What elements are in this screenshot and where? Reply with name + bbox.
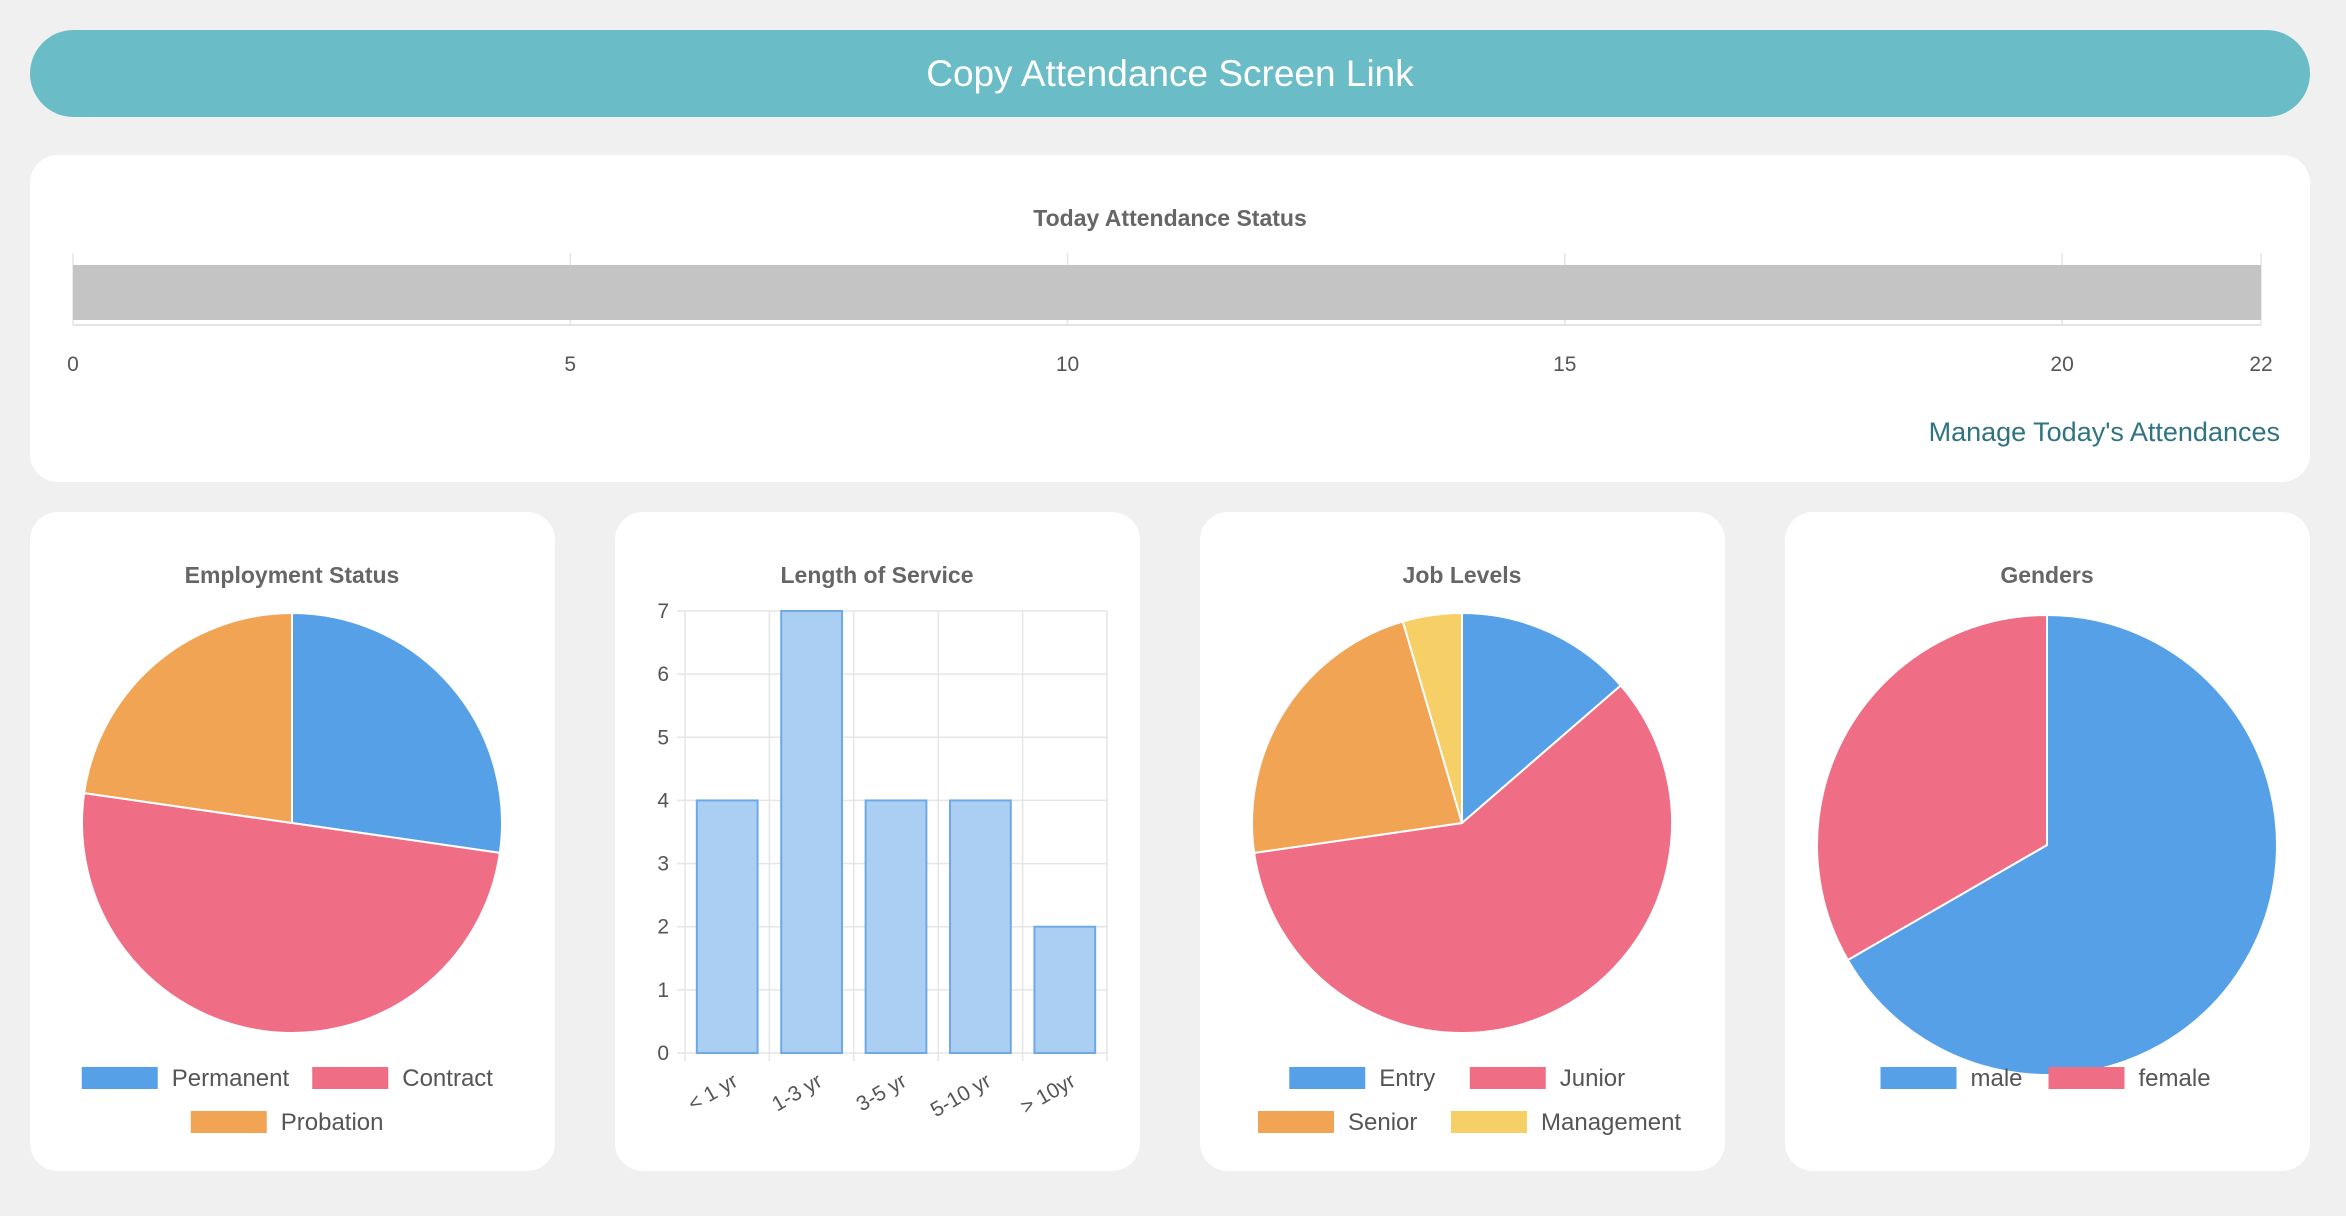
attendance-x-tick-label: 22 [2249,353,2272,376]
service-y-tick-label: 1 [657,979,669,1002]
joblevels-legend-swatch-junior [1469,1067,1546,1089]
employment-status-card: Employment Status Permanent Contract Probat… [30,512,555,1171]
job-levels-chart: Job Levels Entry Junior Senior Management [1251,562,1681,1136]
joblevels-slice-management [1401,611,1463,824]
employment-legend-label-probation: Probation [281,1109,384,1136]
attendance-x-tick-label: 5 [564,353,576,376]
attendance-bar [73,265,2261,320]
service-bar-10yr [1033,925,1097,1055]
joblevels-legend-label-management: Management [1541,1109,1681,1136]
service-y-tick-label: 2 [657,916,669,939]
employment-status-chart: Employment Status Permanent Contract Probat… [81,562,503,1136]
employment-legend-label-permanent: Permanent [172,1065,290,1092]
employment-legend-swatch-permanent [81,1067,158,1089]
attendance-x-tick-label: 15 [1553,353,1576,376]
joblevels-legend-label-junior: Junior [1560,1065,1625,1092]
joblevels-chart-title: Job Levels [1403,562,1522,588]
service-y-tick-label: 3 [657,853,669,876]
joblevels-legend-label-senior: Senior [1348,1109,1417,1136]
service-bar-1-3-yr [780,610,843,1054]
genders-legend-label-male: male [1971,1065,2023,1092]
employment-slice-permanent [291,611,503,855]
genders-legend-swatch-male [1880,1067,1957,1089]
joblevels-slice-junior [1253,684,1673,1034]
length-of-service-chart: Length of Service 0 1 2 3 4 5 6 7 < 1 yr 1-3 yr 3-5… [657,562,1108,1122]
joblevels-legend-label-entry: Entry [1379,1065,1435,1092]
attendance-status-card: Today Attendance Status 0 5 10 15 20 22 Manage… [30,155,2310,482]
joblevels-legend-swatch-senior [1258,1111,1334,1133]
joblevels-slice-senior [1251,620,1464,855]
attendance-status-chart: Today Attendance Status 0 5 10 15 20 22 [67,205,2273,376]
employment-legend-swatch-probation [190,1111,267,1133]
copy-attendance-link-button[interactable]: Copy Attendance Screen Link [30,30,2310,117]
service-x-tick-label: 5-10 yr [927,1069,995,1122]
manage-attendances-link[interactable]: Manage Today's Attendances [1928,417,2280,447]
service-bar-5-10-yr [949,799,1012,1054]
joblevels-legend-swatch-management [1451,1111,1527,1133]
attendance-x-tick-label: 20 [2050,353,2073,376]
service-bar-3-5-yr [864,799,928,1054]
genders-slice-female [1816,613,2048,962]
attendance-chart-title: Today Attendance Status [1033,205,1306,231]
job-levels-card: Job Levels Entry Junior Senior Management [1200,512,1725,1171]
attendance-x-tick-label: 10 [1056,353,1079,376]
service-y-tick-label: 4 [657,789,669,812]
employment-legend-label-contract: Contract [402,1065,493,1092]
service-chart-title: Length of Service [781,562,974,588]
genders-legend-label-female: female [2139,1065,2211,1092]
service-y-tick-label: 5 [657,726,669,749]
service-x-tick-label: 1-3 yr [768,1069,826,1116]
service-y-tick-label: 0 [657,1042,669,1065]
length-of-service-card: Length of Service 0 1 2 3 4 5 6 7 < 1 yr 1-3 yr 3-5… [615,512,1140,1171]
genders-chart-title: Genders [2000,562,2093,588]
service-x-tick-label: 3-5 yr [853,1069,911,1116]
genders-chart: Genders male female [1816,562,2278,1092]
joblevels-legend-swatch-entry [1289,1067,1366,1089]
joblevels-slice-entry [1461,611,1623,826]
employment-slice-probation [83,611,293,825]
employment-slice-contract [81,791,501,1034]
service-x-tick-label: > 10yr [1017,1069,1080,1118]
genders-slice-male [1846,613,2278,1076]
service-bar-1-yr [695,799,759,1054]
employment-chart-title: Employment Status [185,562,400,588]
service-x-tick-label: < 1 yr [684,1069,741,1115]
service-y-tick-label: 7 [657,600,669,623]
employment-legend-swatch-contract [312,1067,389,1089]
attendance-x-tick-label: 0 [67,353,79,376]
genders-card: Genders male female [1785,512,2310,1171]
genders-legend-swatch-female [2048,1067,2125,1089]
service-y-tick-label: 6 [657,663,669,686]
